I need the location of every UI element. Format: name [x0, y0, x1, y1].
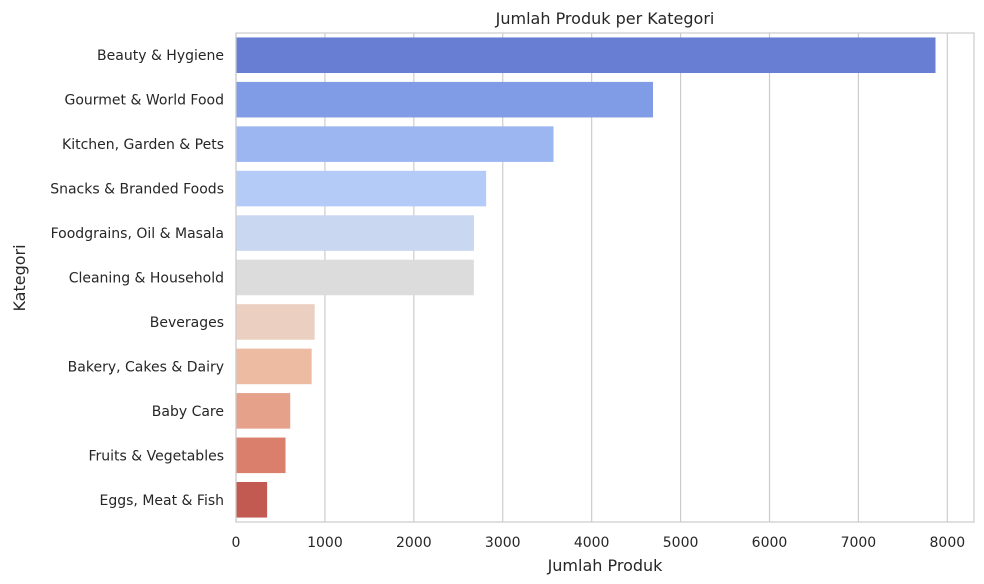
x-tick-label: 8000	[930, 535, 966, 551]
y-tick-label: Snacks & Branded Foods	[50, 182, 224, 198]
bar	[236, 126, 554, 162]
bar	[236, 348, 312, 385]
bar	[236, 393, 291, 429]
y-tick-label: Gourmet & World Food	[65, 93, 225, 109]
bar	[236, 481, 268, 518]
x-tick-label: 2000	[396, 535, 432, 551]
x-tick-label: 5000	[663, 535, 699, 551]
y-tick-label: Baby Care	[152, 404, 224, 420]
y-tick-label: Kitchen, Garden & Pets	[62, 137, 224, 153]
y-tick-label: Foodgrains, Oil & Masala	[51, 226, 224, 242]
y-axis-title: Kategori	[10, 244, 29, 311]
bar	[236, 215, 474, 251]
bar	[236, 259, 474, 296]
x-tick-label: 0	[232, 535, 241, 551]
y-tick-label: Beauty & Hygiene	[97, 48, 224, 64]
x-axis-title: Jumlah Produk	[547, 556, 664, 575]
bar	[236, 37, 936, 74]
y-tick-label: Cleaning & Household	[69, 271, 224, 287]
plot-frame	[235, 32, 975, 523]
bar	[236, 437, 286, 474]
x-tick-label: 6000	[752, 535, 788, 551]
y-tick-label: Eggs, Meat & Fish	[100, 493, 224, 509]
y-tick-label: Beverages	[150, 315, 224, 331]
bar	[236, 304, 315, 340]
x-tick-label: 4000	[574, 535, 610, 551]
x-tick-label: 7000	[841, 535, 877, 551]
y-tick-labels: Beauty & Hygiene Gourmet & World Food Kitc…	[50, 48, 224, 509]
y-tick-label: Bakery, Cakes & Dairy	[68, 359, 224, 375]
x-tick-labels: 0 1000 2000 3000 4000 5000 6000 7000 8000	[232, 535, 966, 551]
chart-title: Jumlah Produk per Kategori	[495, 9, 715, 28]
x-tick-label: 3000	[485, 535, 521, 551]
bar	[236, 170, 487, 207]
y-tick-label: Fruits & Vegetables	[88, 448, 224, 464]
bar	[236, 81, 654, 118]
bars	[236, 37, 936, 518]
x-tick-label: 1000	[307, 535, 343, 551]
